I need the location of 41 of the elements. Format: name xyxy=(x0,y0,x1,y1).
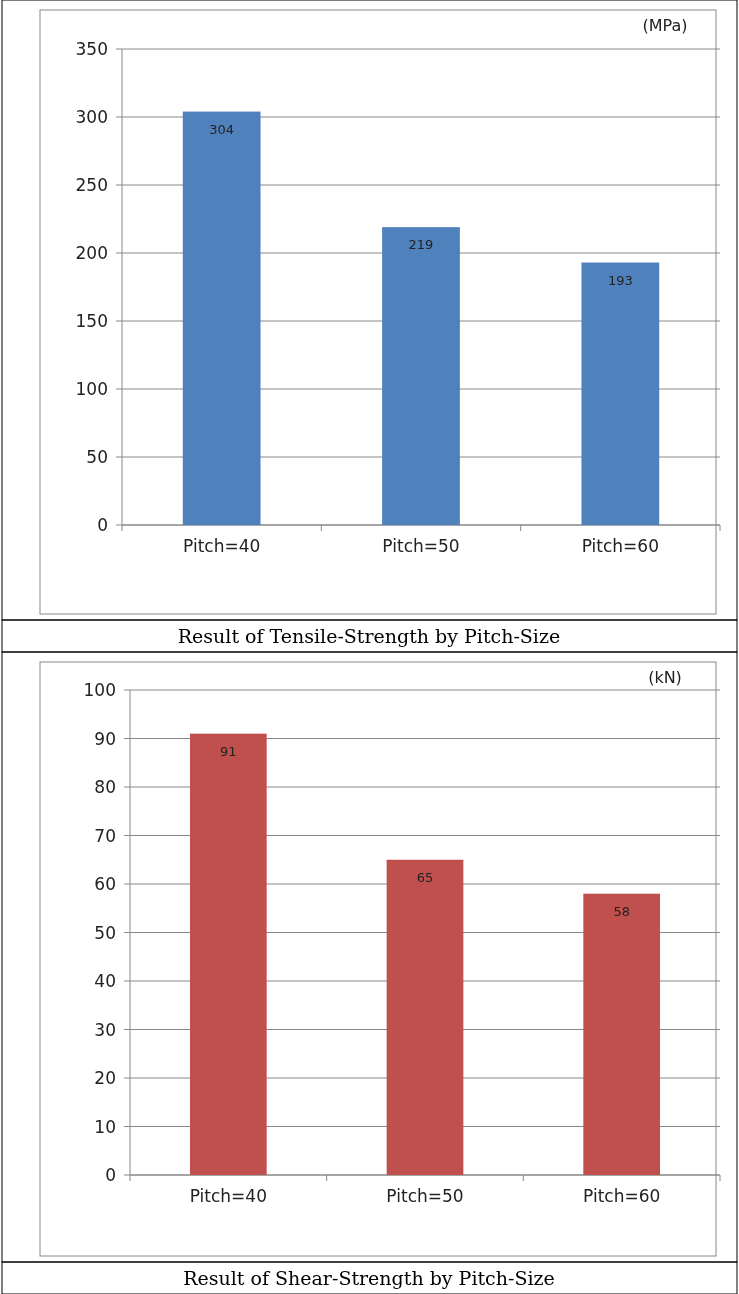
y-tick-label: 50 xyxy=(86,447,108,467)
x-tick-label: Pitch=40 xyxy=(183,536,261,556)
y-tick-label: 70 xyxy=(94,825,116,846)
y-tick-label: 40 xyxy=(94,971,116,991)
x-tick-label: Pitch=50 xyxy=(386,1186,464,1206)
x-tick-label: Pitch=60 xyxy=(583,1186,661,1206)
x-tick-label: Pitch=60 xyxy=(581,536,659,556)
y-tick-label: 100 xyxy=(83,680,116,700)
y-axis-title: (kN) xyxy=(648,668,682,687)
data-label: 193 xyxy=(607,272,633,288)
bar xyxy=(581,262,660,525)
y-tick-label: 30 xyxy=(94,1019,116,1040)
bar xyxy=(386,859,464,1175)
data-label: 304 xyxy=(209,121,235,137)
y-tick-label: 20 xyxy=(94,1068,116,1088)
y-tick-label: 300 xyxy=(75,107,108,127)
y-tick-label: 0 xyxy=(105,1165,116,1185)
y-axis-title: (MPa) xyxy=(642,16,688,35)
y-tick-label: 10 xyxy=(94,1116,116,1137)
y-tick-label: 50 xyxy=(94,922,116,943)
y-tick-label: 350 xyxy=(75,39,108,59)
y-tick-label: 90 xyxy=(94,728,116,749)
y-tick-label: 60 xyxy=(94,874,116,894)
data-label: 58 xyxy=(613,903,630,919)
x-tick-label: Pitch=50 xyxy=(382,536,460,556)
data-label: 65 xyxy=(416,869,434,885)
text: Result of Tensile-Strength by Pitch-Size xyxy=(177,625,561,647)
y-tick-label: 100 xyxy=(75,379,108,399)
bar xyxy=(182,111,261,525)
y-tick-label: 200 xyxy=(75,243,108,263)
y-tick-label: 150 xyxy=(75,311,108,331)
y-tick-label: 0 xyxy=(97,515,108,535)
y-tick-label: 80 xyxy=(94,777,116,797)
data-label: 91 xyxy=(220,743,237,759)
text: Result of Shear-Strength by Pitch-Size xyxy=(183,1267,555,1289)
bar xyxy=(382,227,460,525)
y-tick-label: 250 xyxy=(75,175,108,195)
bar xyxy=(583,893,661,1175)
bar xyxy=(189,733,267,1175)
data-label: 219 xyxy=(408,237,434,253)
x-tick-label: Pitch=40 xyxy=(189,1186,267,1206)
